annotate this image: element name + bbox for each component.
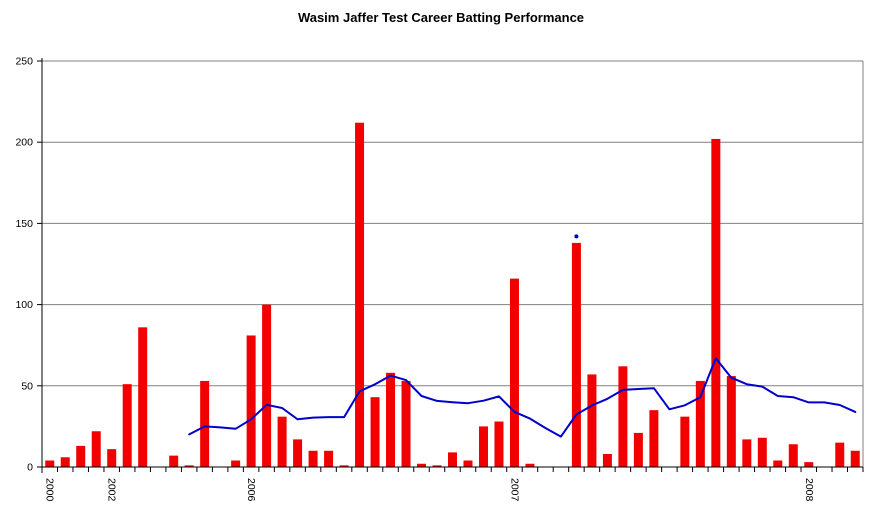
innings-bar bbox=[448, 452, 457, 467]
innings-bar bbox=[695, 380, 705, 467]
innings-bar bbox=[122, 384, 132, 467]
moving-average-line bbox=[188, 234, 857, 438]
innings-bar bbox=[835, 442, 845, 467]
innings-bar bbox=[602, 454, 612, 467]
innings-bar bbox=[773, 460, 783, 467]
moving-average-path bbox=[188, 357, 857, 438]
innings-bar bbox=[169, 455, 179, 467]
innings-bar bbox=[680, 416, 690, 467]
innings-bar bbox=[587, 374, 597, 467]
innings-bar bbox=[649, 410, 659, 467]
x-axis-year-label: 2007 bbox=[509, 478, 521, 502]
innings-bar bbox=[463, 460, 473, 467]
innings-bar bbox=[432, 465, 442, 467]
y-axis-label: 0 bbox=[27, 462, 33, 474]
innings-bar bbox=[711, 138, 721, 467]
innings-bar bbox=[804, 462, 814, 467]
innings-bar bbox=[308, 450, 318, 467]
innings-bar bbox=[370, 397, 380, 467]
innings-bar bbox=[618, 366, 628, 467]
innings-bar bbox=[742, 439, 752, 467]
innings-bar bbox=[60, 457, 70, 467]
innings-bar bbox=[494, 421, 504, 467]
innings-bar bbox=[91, 431, 101, 467]
innings-bar bbox=[76, 445, 86, 467]
innings-bar bbox=[757, 437, 767, 467]
x-axis-year-label: 2002 bbox=[106, 478, 118, 502]
y-axis-label: 100 bbox=[15, 299, 33, 311]
innings-bar bbox=[850, 450, 860, 467]
point-marker-dot bbox=[574, 234, 579, 239]
innings-bar bbox=[478, 426, 488, 467]
innings-bar bbox=[355, 122, 365, 468]
innings-bar bbox=[262, 304, 272, 467]
x-axis-year-label: 2000 bbox=[44, 478, 56, 502]
innings-bar bbox=[324, 450, 334, 467]
innings-bar bbox=[417, 463, 427, 467]
innings-bar bbox=[200, 380, 210, 467]
y-axis-label: 50 bbox=[21, 380, 33, 392]
innings-bar bbox=[184, 465, 194, 467]
innings-bar bbox=[509, 278, 519, 467]
axes bbox=[37, 58, 864, 473]
x-axis-year-label: 2006 bbox=[245, 478, 257, 502]
innings-bar bbox=[788, 444, 798, 467]
x-axis-labels: 2000 2002 2006 2007 2008 bbox=[44, 478, 815, 502]
innings-bar bbox=[231, 460, 241, 467]
innings-bar bbox=[525, 463, 535, 467]
innings-bar bbox=[107, 449, 117, 467]
bar-series bbox=[45, 122, 860, 468]
chart-title: Wasim Jaffer Test Career Batting Perform… bbox=[298, 10, 584, 25]
y-axis-label: 200 bbox=[15, 137, 33, 149]
innings-bar bbox=[45, 460, 55, 467]
y-axis-labels: 0 50 100 150 200 250 bbox=[15, 56, 33, 474]
y-axis-label: 250 bbox=[15, 56, 33, 68]
innings-bar bbox=[339, 465, 349, 467]
innings-bar bbox=[386, 372, 396, 467]
innings-bar bbox=[246, 335, 256, 467]
gridlines bbox=[42, 60, 864, 467]
y-axis-label: 150 bbox=[15, 218, 33, 230]
innings-bar bbox=[277, 416, 287, 467]
innings-bar bbox=[138, 327, 148, 467]
innings-bar bbox=[633, 432, 643, 467]
innings-bar bbox=[726, 376, 736, 467]
innings-bar bbox=[571, 242, 581, 467]
innings-bar bbox=[401, 380, 411, 467]
x-axis-year-label: 2008 bbox=[803, 478, 815, 502]
innings-bar bbox=[293, 439, 303, 467]
